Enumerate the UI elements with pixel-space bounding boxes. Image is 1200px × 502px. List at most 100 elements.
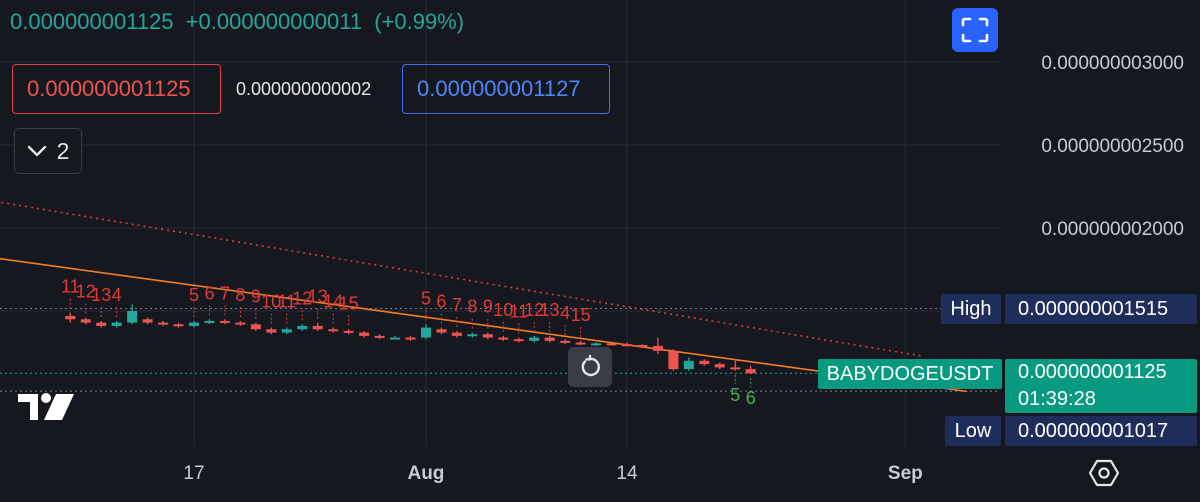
sequence-label-down: 14	[323, 292, 343, 312]
candle-up	[204, 320, 215, 323]
legend-change: +0.000000000011	[185, 9, 363, 34]
reset-chart-button[interactable]	[568, 347, 612, 387]
sequence-label-down: 11	[277, 292, 296, 312]
candle-down	[158, 322, 169, 325]
legend-change-pct: (+0.99%)	[374, 9, 465, 34]
candle-down	[498, 337, 509, 340]
sequence-label-down: 10	[261, 292, 281, 312]
candle-down	[266, 329, 277, 333]
high-label: High	[941, 294, 1001, 324]
candle-down	[405, 337, 416, 340]
sequence-label-down: 6	[204, 283, 214, 303]
candle-down	[652, 345, 663, 351]
candle-up	[189, 322, 199, 326]
sequence-label-down: 8	[235, 285, 245, 305]
trendline-solid	[0, 257, 968, 393]
low-value: 0.000000001017	[1005, 416, 1197, 446]
x-axis-label: Sep	[888, 463, 923, 484]
candle-down	[513, 339, 524, 342]
sequence-label-down: 15	[571, 305, 591, 325]
high-value: 0.000000001515	[1005, 294, 1197, 324]
candle-up	[111, 322, 122, 326]
candle-down	[730, 367, 741, 370]
candle-down	[359, 332, 370, 336]
sequence-label-down: 12	[76, 282, 96, 302]
sequence-label-down: 4	[560, 303, 570, 323]
candle-down	[312, 325, 323, 330]
candle-down	[96, 322, 107, 326]
sequence-label-down: 4	[112, 285, 122, 305]
candle-down	[219, 320, 230, 323]
candle-down	[173, 324, 184, 327]
x-axis-label: Aug	[407, 463, 444, 484]
reset-icon	[581, 355, 601, 377]
candle-down	[343, 330, 354, 333]
candle-down	[80, 319, 91, 323]
low-label: Low	[945, 416, 1001, 446]
x-axis-label: 14	[616, 463, 638, 484]
fullscreen-icon	[961, 17, 989, 43]
candle-up	[127, 311, 138, 323]
bar-countdown: 01:39:28	[1018, 388, 1096, 410]
candle-down	[560, 340, 571, 343]
buy-price-button[interactable]: 0.000000001127	[402, 64, 610, 114]
sequence-label-down: 7	[452, 295, 462, 315]
y-axis-label: 0.000000003000	[1041, 53, 1184, 74]
candle-down	[328, 329, 339, 332]
tradingview-logo[interactable]	[18, 390, 76, 424]
sequence-label-down: 13	[91, 285, 111, 305]
sequence-label-down: 13	[308, 287, 328, 307]
candle-down	[544, 337, 555, 341]
candle-up	[390, 337, 401, 340]
sequence-label-down: 8	[467, 297, 477, 317]
candle-down	[451, 332, 462, 336]
candle-down	[482, 334, 493, 338]
candle-down	[745, 369, 756, 374]
candle-down	[436, 329, 447, 333]
candle-up	[281, 329, 292, 333]
last-price-box: 0.000000001125 01:39:28	[1005, 359, 1197, 413]
fullscreen-button[interactable]	[952, 8, 998, 52]
x-axis-label: 17	[183, 463, 204, 484]
sequence-label-up: 6	[746, 388, 756, 408]
candle-down	[606, 343, 617, 346]
sequence-label-down: 5	[189, 285, 199, 305]
candle-down	[235, 322, 246, 325]
sequence-label-down: 15	[339, 293, 359, 313]
candle-down	[250, 324, 261, 330]
sequence-label-down: 13	[540, 300, 560, 320]
chevron-down-icon	[27, 145, 46, 157]
sequence-label-down: 12	[524, 300, 544, 320]
sequence-label-down: 7	[220, 283, 230, 303]
trendline-dotted	[0, 201, 921, 357]
candle-up	[529, 337, 540, 341]
candle-down	[374, 335, 385, 338]
settings-icon[interactable]	[1088, 458, 1120, 488]
sell-price-button[interactable]: 0.000000001125	[12, 64, 221, 114]
sequence-label-down: 5	[421, 288, 431, 308]
collapse-indicators-button[interactable]: 2	[14, 128, 82, 174]
candle-down	[668, 350, 679, 370]
last-price-value: 0.000000001125	[1018, 361, 1167, 383]
sequence-label-down: 9	[483, 297, 493, 317]
candle-down	[142, 319, 153, 323]
sequence-label-down: 11	[61, 277, 80, 297]
candle-down	[714, 364, 725, 368]
candle-down	[622, 344, 632, 347]
candle-down	[699, 360, 710, 365]
sequence-label-down: 11	[509, 302, 528, 322]
candle-down	[65, 315, 76, 320]
price-legend: 0.000000001125 +0.000000000011 (+0.99%)	[10, 9, 470, 35]
candle-down	[637, 345, 648, 348]
sequence-label-up: 5	[730, 385, 740, 405]
candle-up	[683, 360, 694, 370]
symbol-label: BABYDOGEUSDT	[818, 359, 1002, 389]
y-axis-label: 0.000000002500	[1041, 136, 1184, 157]
indicator-count: 2	[56, 137, 70, 164]
sequence-label-down: 9	[251, 287, 261, 307]
candle-up	[591, 343, 602, 346]
sequence-label-down: 6	[436, 292, 446, 312]
y-axis-label: 0.000000002000	[1041, 219, 1184, 240]
candle-up	[297, 325, 308, 330]
